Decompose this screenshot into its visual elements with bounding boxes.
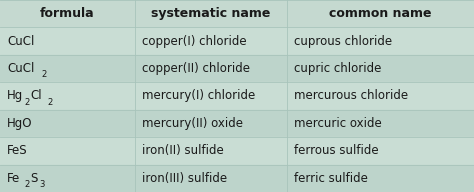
Text: FeS: FeS — [7, 144, 28, 157]
Text: mercury(II) oxide: mercury(II) oxide — [142, 117, 243, 130]
Text: Hg: Hg — [7, 89, 23, 103]
Text: CuCl: CuCl — [7, 62, 35, 75]
Bar — [0, 27, 474, 55]
Bar — [0, 110, 474, 137]
Text: iron(III) sulfide: iron(III) sulfide — [142, 172, 228, 185]
Text: mercury(I) chloride: mercury(I) chloride — [142, 89, 255, 103]
Text: ferric sulfide: ferric sulfide — [294, 172, 368, 185]
Bar — [0, 165, 474, 192]
Text: cuprous chloride: cuprous chloride — [294, 35, 392, 48]
Bar — [0, 55, 474, 82]
Text: HgO: HgO — [7, 117, 33, 130]
Text: Cl: Cl — [30, 89, 42, 103]
Text: 2: 2 — [24, 98, 29, 107]
Bar — [0, 82, 474, 110]
Text: CuCl: CuCl — [7, 35, 35, 48]
Text: S: S — [30, 172, 38, 185]
Bar — [0, 137, 474, 165]
Text: Fe: Fe — [7, 172, 20, 185]
Text: common name: common name — [329, 7, 432, 20]
Text: mercurous chloride: mercurous chloride — [294, 89, 408, 103]
Text: ferrous sulfide: ferrous sulfide — [294, 144, 379, 157]
Text: cupric chloride: cupric chloride — [294, 62, 381, 75]
Text: systematic name: systematic name — [151, 7, 271, 20]
Text: formula: formula — [40, 7, 95, 20]
Text: copper(I) chloride: copper(I) chloride — [142, 35, 247, 48]
Text: 2: 2 — [47, 98, 53, 107]
Text: iron(II) sulfide: iron(II) sulfide — [142, 144, 224, 157]
Text: copper(II) chloride: copper(II) chloride — [142, 62, 250, 75]
Bar — [0, 0, 474, 27]
Text: 3: 3 — [39, 180, 44, 189]
Text: 2: 2 — [24, 180, 29, 189]
Text: 2: 2 — [41, 70, 46, 79]
Text: mercuric oxide: mercuric oxide — [294, 117, 382, 130]
